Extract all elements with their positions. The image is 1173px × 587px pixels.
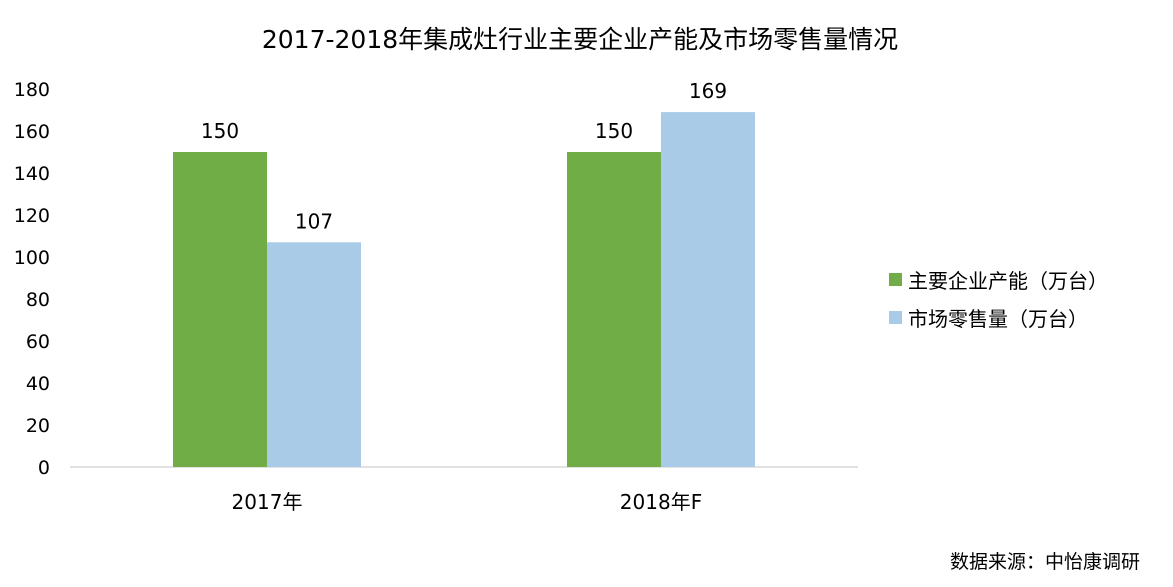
y-tick-label: 20 [26, 415, 50, 437]
legend-swatch [889, 311, 902, 324]
x-tick-label: 2017年 [232, 490, 303, 514]
chart-title: 2017-2018年集成灶行业主要企业产能及市场零售量情况 [262, 25, 898, 54]
y-tick-label: 160 [14, 121, 50, 143]
legend-label: 市场零售量（万台） [908, 307, 1088, 331]
legend-swatch [889, 273, 902, 286]
x-axis-labels: 2017年 2018年F [232, 490, 703, 514]
source-note: 数据来源：中怡康调研 [950, 551, 1140, 573]
data-label: 150 [595, 119, 633, 143]
legend: 主要企业产能（万台） 市场零售量（万台） [889, 269, 1108, 331]
y-tick-label: 120 [14, 205, 50, 227]
bar [267, 242, 361, 467]
data-label: 150 [201, 119, 239, 143]
bar [567, 152, 661, 467]
y-tick-label: 40 [26, 373, 50, 395]
y-tick-label: 100 [14, 247, 50, 269]
bar [173, 152, 267, 467]
y-tick-label: 80 [26, 289, 50, 311]
y-tick-label: 60 [26, 331, 50, 353]
y-tick-label: 140 [14, 163, 50, 185]
y-tick-label: 180 [14, 79, 50, 101]
y-axis-ticks: 0 20 40 60 80 100 120 140 160 180 [14, 79, 50, 479]
data-label: 107 [295, 209, 333, 233]
bars [173, 112, 755, 467]
legend-label: 主要企业产能（万台） [908, 269, 1108, 293]
data-label: 169 [689, 79, 727, 103]
bar [661, 112, 755, 467]
data-labels: 150 107 150 169 [201, 79, 727, 233]
y-tick-label: 0 [38, 457, 50, 479]
x-tick-label: 2018年F [620, 490, 702, 514]
